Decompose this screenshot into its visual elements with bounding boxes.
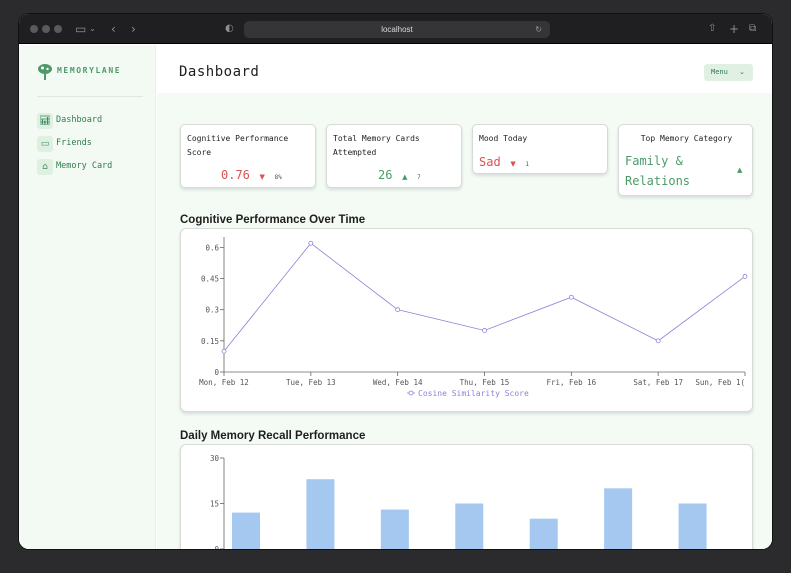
page-header: Dashboard Menu ⌄ bbox=[157, 45, 772, 93]
x-tick-label: Tue, Feb 13 bbox=[286, 378, 336, 387]
forward-icon[interactable]: › bbox=[131, 22, 136, 36]
address-bar[interactable]: localhost ↻ bbox=[244, 21, 550, 38]
data-point bbox=[308, 240, 314, 246]
browser-window: ▭ ⌄ ‹ › ◐ localhost ↻ ⇧ + ⧉ MEMORYLANE 📊… bbox=[19, 14, 772, 549]
top-memory-category-card: Top Memory Category Family & Relations ▲ bbox=[618, 124, 753, 196]
back-icon[interactable]: ‹ bbox=[111, 22, 116, 36]
x-tick-label: Mon, Feb 12 bbox=[199, 378, 249, 387]
page-title: Dashboard bbox=[179, 64, 260, 80]
close-window-button[interactable] bbox=[30, 25, 38, 33]
sidebar-item-friends[interactable]: ▭ Friends bbox=[37, 136, 137, 152]
trend-down-icon: ▼ bbox=[510, 160, 516, 168]
card-delta: 8% bbox=[274, 174, 282, 181]
x-tick-label: Sun, Feb 1( bbox=[695, 378, 745, 387]
data-point bbox=[221, 348, 227, 354]
chevron-down-icon[interactable]: ⌄ bbox=[89, 24, 96, 33]
bar-chart-icon: 📊︎ bbox=[37, 113, 53, 129]
card-title: Total Memory Cards Attempted bbox=[333, 134, 420, 157]
bar-chart-card: 0 15 30 bbox=[180, 444, 753, 549]
legend-marker bbox=[408, 390, 414, 396]
card-value: 0.76 bbox=[221, 168, 250, 182]
y-tick-label: 30 bbox=[210, 454, 220, 463]
zoom-window-button[interactable] bbox=[54, 25, 62, 33]
url-text: localhost bbox=[381, 25, 413, 34]
y-tick-label: 0 bbox=[214, 368, 219, 377]
trend-up-icon: ▲ bbox=[402, 173, 408, 181]
shield-icon[interactable]: ◐ bbox=[225, 23, 234, 34]
sidebar-item-dashboard[interactable]: 📊︎ Dashboard bbox=[37, 113, 137, 129]
card-value: Family & Relations bbox=[625, 154, 691, 188]
card-value-row: 26 ▲ 7 bbox=[378, 164, 421, 183]
memory-cards-attempted-card: Total Memory Cards Attempted 26 ▲ 7 bbox=[326, 124, 462, 188]
browser-titlebar: ▭ ⌄ ‹ › ◐ localhost ↻ ⇧ + ⧉ bbox=[19, 14, 772, 44]
home-icon: ⌂ bbox=[37, 159, 53, 175]
logo-text: MEMORYLANE bbox=[57, 66, 122, 75]
y-tick-label: 0.3 bbox=[205, 306, 219, 315]
data-point bbox=[482, 328, 487, 333]
sidebar-item-memory-card[interactable]: ⌂ Memory Card bbox=[37, 159, 137, 175]
menu-button[interactable]: Menu ⌄ bbox=[704, 64, 753, 81]
card-value-row: Sad ▼ 1 bbox=[479, 151, 529, 170]
y-tick-label: 15 bbox=[210, 500, 219, 509]
sidebar-toggle-icon[interactable]: ▭ bbox=[75, 22, 87, 36]
legend-label: Cosine Similarity Score bbox=[418, 389, 529, 398]
y-tick-label: 0.6 bbox=[205, 243, 219, 252]
card-delta: 7 bbox=[417, 174, 421, 181]
card-value: Sad bbox=[479, 155, 501, 169]
divider bbox=[37, 96, 143, 97]
trend-up-icon: ▲ bbox=[737, 166, 743, 174]
card-delta: 1 bbox=[525, 161, 529, 168]
y-tick-label: 0.15 bbox=[201, 337, 219, 346]
sidebar-item-label: Dashboard bbox=[56, 115, 103, 125]
card-value: 26 bbox=[378, 168, 393, 182]
bar bbox=[529, 518, 558, 549]
chat-icon: ▭ bbox=[37, 136, 53, 152]
line-chart: 0 0.15 0.3 0.45 0.6 Mon, Feb 12 Tue, Feb 13 Wed… bbox=[199, 237, 748, 398]
sidebar-item-label: Friends bbox=[56, 138, 92, 148]
x-tick-label: Wed, Feb 14 bbox=[373, 378, 423, 387]
bar bbox=[678, 503, 707, 549]
minimize-window-button[interactable] bbox=[42, 25, 50, 33]
main-content: Dashboard Menu ⌄ Cognitive Performance S… bbox=[157, 45, 772, 549]
bar-chart-title: Daily Memory Recall Performance bbox=[180, 430, 366, 442]
line-chart-title: Cognitive Performance Over Time bbox=[180, 214, 366, 226]
bar-chart: 0 15 30 bbox=[210, 454, 707, 549]
data-point bbox=[568, 294, 574, 300]
x-tick-label: Thu, Feb 15 bbox=[460, 378, 510, 387]
bar bbox=[232, 512, 260, 549]
series-line bbox=[223, 242, 746, 352]
share-icon[interactable]: ⇧ bbox=[708, 23, 717, 34]
card-title: Cognitive Performance Score bbox=[187, 134, 289, 157]
y-tick-label: 0 bbox=[214, 545, 219, 549]
tab-overview-icon[interactable]: ⧉ bbox=[749, 23, 757, 34]
x-tick-label: Sat, Feb 17 bbox=[633, 378, 683, 387]
card-value-row: 0.76 ▼ 8% bbox=[221, 164, 282, 183]
bar bbox=[455, 503, 484, 549]
bar bbox=[306, 479, 335, 549]
line-chart-card: 0 0.15 0.3 0.45 0.6 Mon, Feb 12 Tue, Feb 13 Wed… bbox=[180, 228, 753, 412]
cognitive-score-card: Cognitive Performance Score 0.76 ▼ 8% bbox=[180, 124, 316, 188]
bar bbox=[380, 509, 409, 549]
tree-icon bbox=[38, 64, 52, 80]
menu-label: Menu bbox=[711, 68, 728, 76]
card-title: Mood Today bbox=[479, 134, 528, 143]
x-tick-label: Fri, Feb 16 bbox=[546, 378, 596, 387]
new-tab-icon[interactable]: + bbox=[729, 22, 740, 36]
data-point bbox=[395, 307, 401, 313]
mood-today-card: Mood Today Sad ▼ 1 bbox=[472, 124, 608, 174]
data-point bbox=[742, 274, 748, 279]
bar bbox=[604, 488, 633, 549]
card-title: Top Memory Category bbox=[640, 134, 733, 143]
app-logo[interactable]: MEMORYLANE bbox=[37, 63, 143, 83]
sidebar: MEMORYLANE 📊︎ Dashboard ▭ Friends ⌂ Memo… bbox=[19, 45, 156, 549]
data-point bbox=[655, 338, 661, 344]
trend-down-icon: ▼ bbox=[259, 173, 265, 181]
sidebar-item-label: Memory Card bbox=[56, 161, 113, 171]
reload-icon[interactable]: ↻ bbox=[535, 25, 542, 34]
y-tick-label: 0.45 bbox=[201, 275, 219, 284]
chevron-down-icon: ⌄ bbox=[739, 68, 745, 76]
